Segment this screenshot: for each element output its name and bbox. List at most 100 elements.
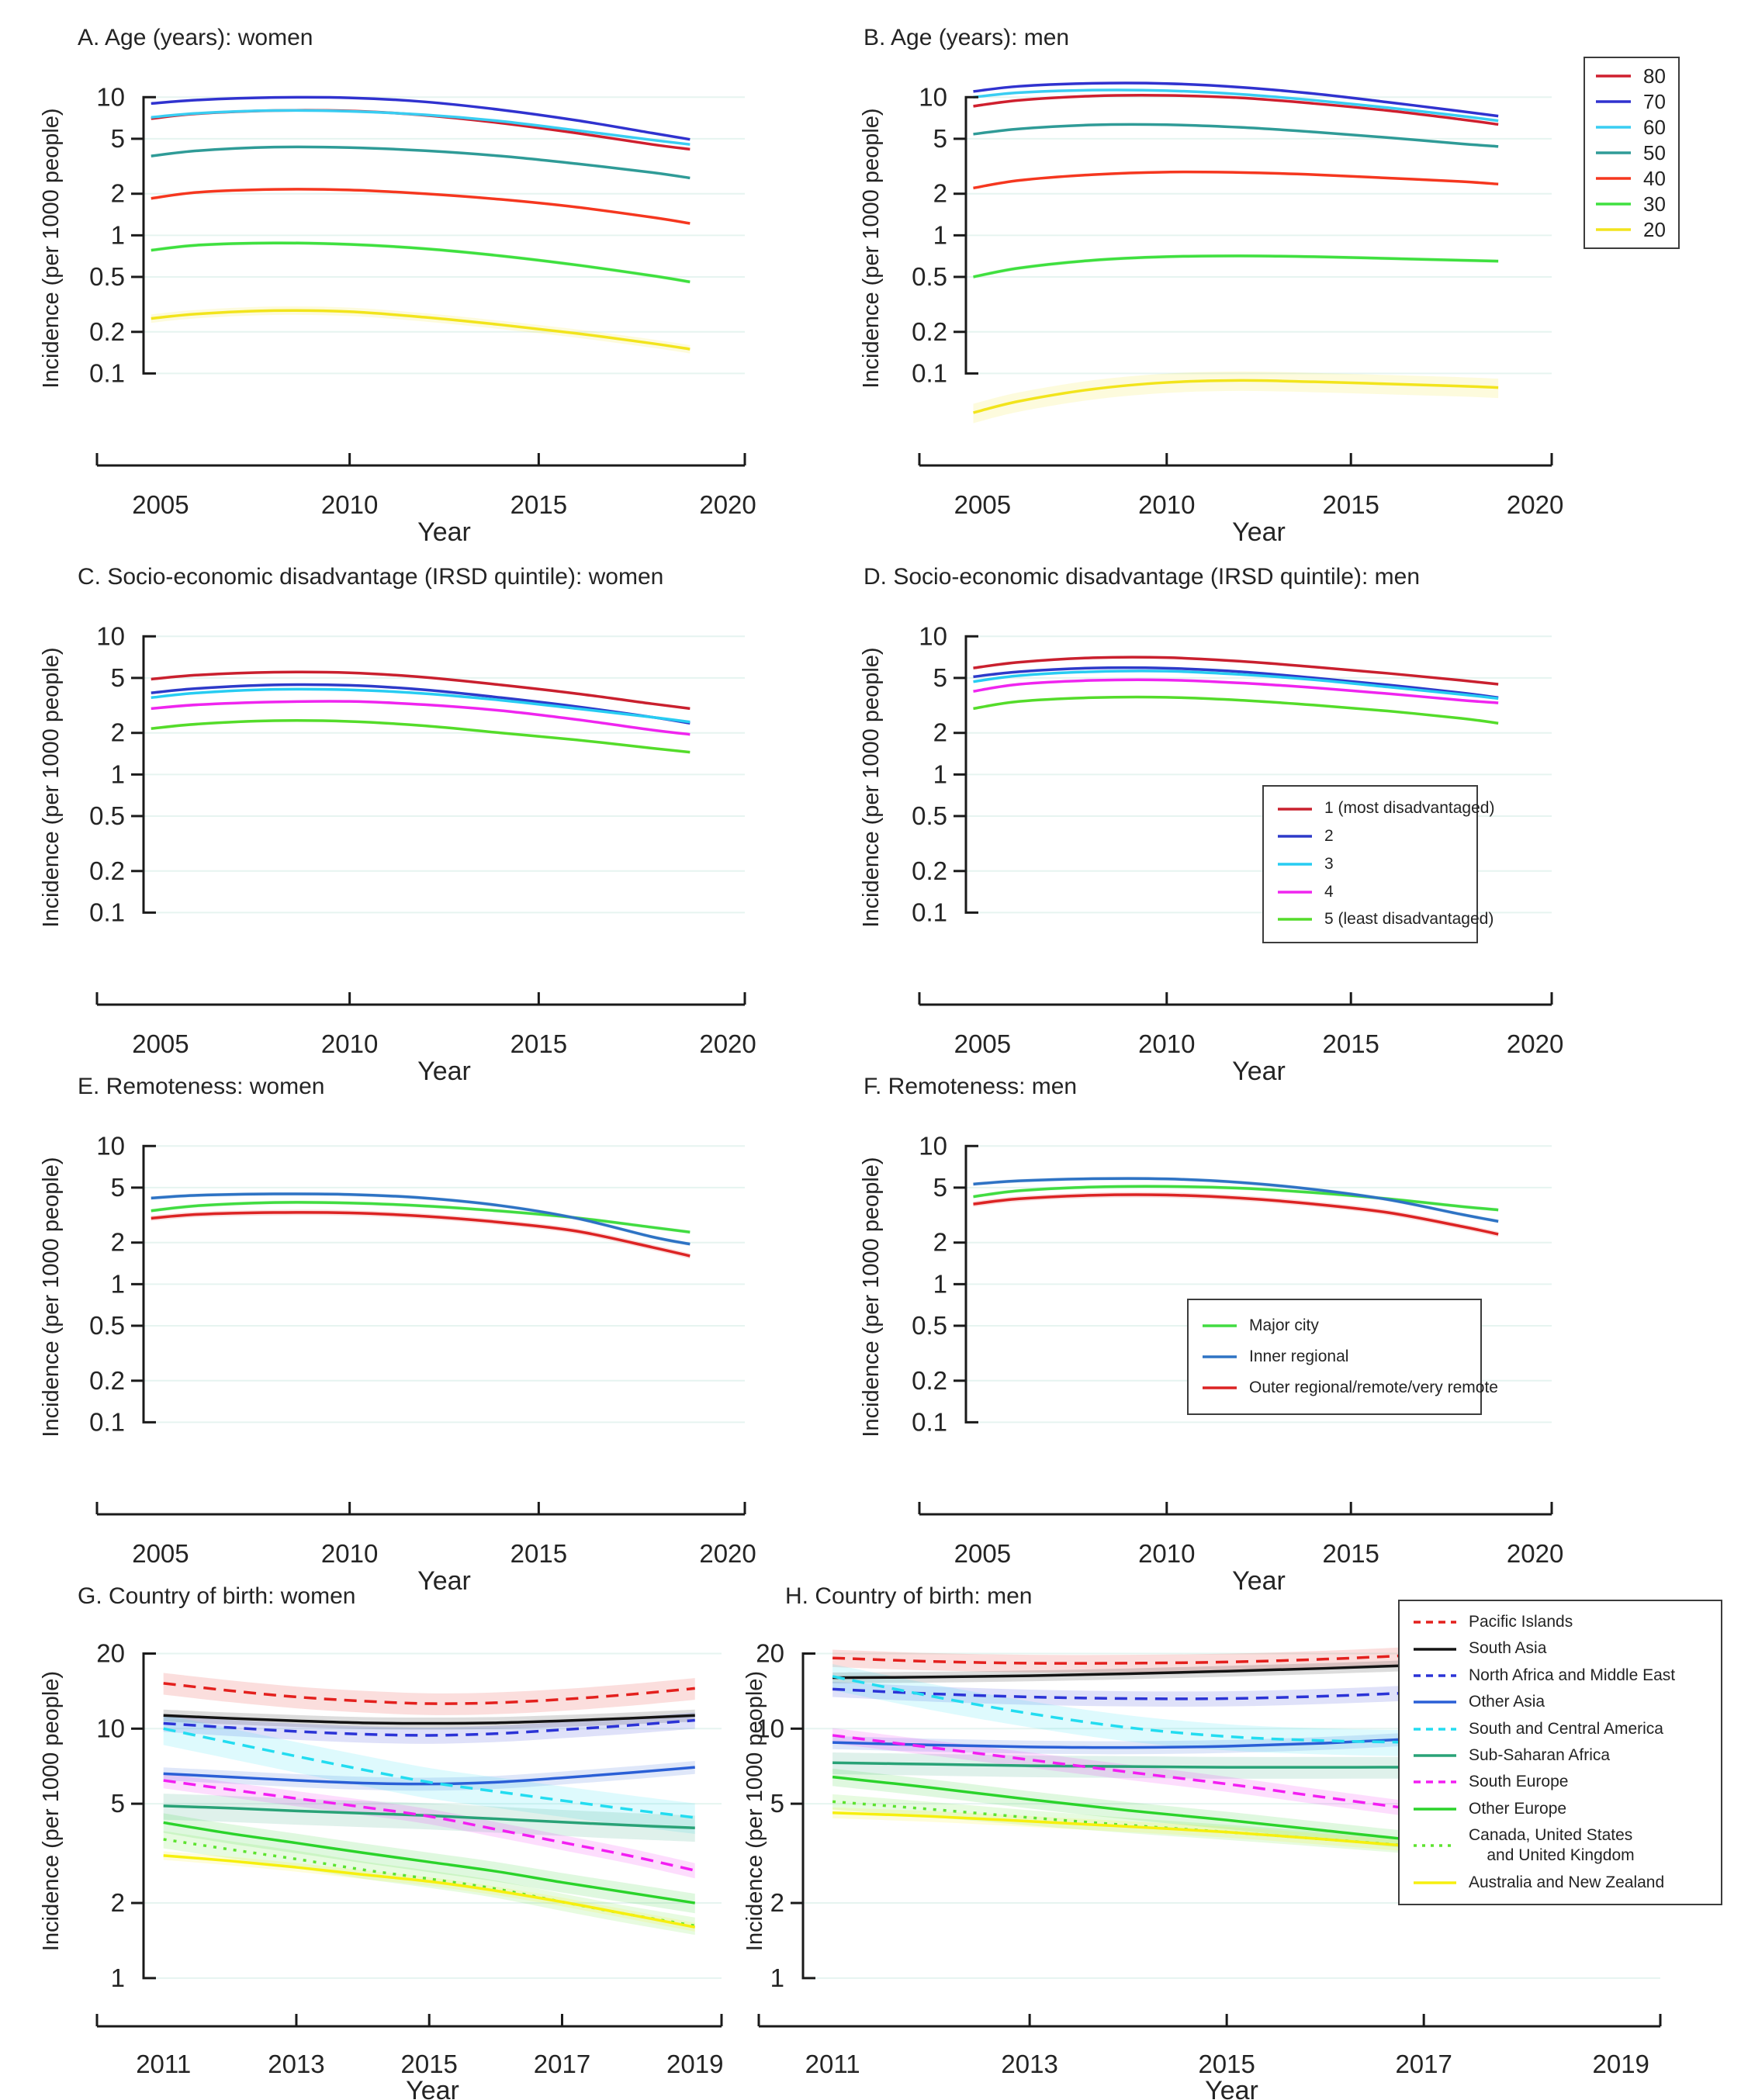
- series-inner-regional: [973, 1177, 1499, 1223]
- band-north-africa-and-middle-east: [163, 1712, 695, 1744]
- series-20: [973, 379, 1499, 414]
- series-north-africa-and-middle-east: [163, 1718, 695, 1737]
- y-axis-label: Incidence (per 1000 people): [39, 1157, 64, 1437]
- panel-title: H. Country of birth: men: [785, 1583, 1032, 1609]
- panel-age-women: 10 5 2 1 0.5 0.2 0.1 2005 2010 2015 2020 A. Age (ye…: [23, 0, 842, 543]
- legend-swatch-solid-line: [1414, 1754, 1456, 1757]
- legend-swatch-dashed-line: [1414, 1780, 1456, 1784]
- legend-swatch-solid-line: [1278, 863, 1312, 866]
- y-tick-label: 0.1: [89, 898, 125, 926]
- y-tick-label: 0.5: [912, 1311, 947, 1340]
- legend-label: 60: [1643, 115, 1666, 139]
- band-south-and-central-america: [163, 1714, 695, 1835]
- gridlines: [144, 1145, 745, 1424]
- x-tick-label: 2019: [666, 2050, 723, 2078]
- legend-label: Outer regional/remote/very remote: [1249, 1378, 1498, 1396]
- legend-item-inner-regional: Inner regional: [1203, 1347, 1480, 1367]
- y-tick-label: 10: [919, 1131, 947, 1160]
- legend-swatch-dashed-line: [1414, 1674, 1456, 1677]
- x-axis: 2005 2010 2015 2020: [95, 1502, 756, 1568]
- series-70: [151, 95, 691, 141]
- y-tick-label: 2: [933, 1228, 947, 1257]
- series-other-europe: [163, 1821, 696, 1905]
- series-80: [973, 94, 1499, 126]
- gridlines: [966, 1145, 1552, 1424]
- y-tick-label: 0.1: [89, 1407, 125, 1436]
- legend-label: South and Central America: [1469, 1719, 1663, 1738]
- panel-remoteness-women: 10 5 2 1 0.5 0.2 0.1 2005 2010 2015 2020 E. Remoten…: [23, 1049, 842, 1592]
- series-north-africa-and-middle-east: [832, 1680, 1622, 1700]
- x-tick-label: 2005: [132, 1029, 189, 1058]
- x-tick-label: 2020: [1507, 1029, 1563, 1058]
- legend-item-1-most-disadvantaged: 1 (most disadvantaged): [1278, 798, 1494, 818]
- band-canada-united-states-and-united-kingdom: [163, 1831, 695, 1936]
- panel-title: D. Socio-economic disadvantage (IRSD qui…: [864, 564, 1420, 590]
- y-tick-label: 5: [933, 1173, 947, 1202]
- series-60: [151, 109, 691, 146]
- series-50: [151, 145, 691, 180]
- y-axis-label: Incidence (per 1000 people): [39, 1671, 64, 1951]
- series-major-city: [151, 1201, 691, 1234]
- y-tick-label: 2: [111, 1228, 125, 1257]
- chart-c: 10 5 2 1 0.5 0.2 0.1 2005 2010 2015 2020 C. Socio-e…: [39, 564, 756, 1082]
- x-axis-label: Year: [1232, 517, 1286, 543]
- legend-item-outer-regional-remote-very-remote: Outer regional/remote/very remote: [1203, 1378, 1498, 1398]
- legend-label: North Africa and Middle East: [1469, 1666, 1676, 1684]
- series-5-least-disadvantaged: [973, 695, 1499, 725]
- series-60: [973, 88, 1499, 123]
- x-tick-label: 2020: [1507, 490, 1563, 519]
- y-axis: 10 5 2 1 0.5 0.2 0.1: [89, 82, 156, 387]
- x-axis: 2005 2010 2015 2020: [95, 992, 756, 1058]
- series-lines: [973, 81, 1499, 414]
- legend-country-of-birth: Pacific Islands South Asia North Africa an…: [1398, 1600, 1722, 1905]
- y-tick-label: 2: [933, 179, 947, 208]
- legend-swatch-solid-line: [1596, 151, 1631, 154]
- y-tick-label: 5: [770, 1789, 784, 1818]
- x-axis: 2005 2010 2015 2020: [918, 992, 1563, 1058]
- y-axis-label: Incidence (per 1000 people): [39, 647, 64, 927]
- series-south-asia: [163, 1714, 695, 1725]
- series-lines: [151, 95, 691, 351]
- legend-swatch-solid-line: [1414, 1880, 1456, 1884]
- y-tick-label: 10: [919, 82, 947, 111]
- y-axis: 10 5 2 1 0.5 0.2 0.1: [912, 82, 978, 387]
- chart-a: 10 5 2 1 0.5 0.2 0.1 2005 2010 2015 2020 A. Age (ye…: [39, 25, 756, 543]
- x-tick-label: 2019: [1592, 2050, 1649, 2078]
- y-tick-label: 5: [111, 1173, 125, 1202]
- y-tick-label: 5: [933, 663, 947, 692]
- x-tick-label: 2010: [1138, 1539, 1195, 1568]
- series-4: [973, 678, 1499, 704]
- y-tick-label: 0.5: [912, 801, 947, 830]
- legend-swatch-solid-line: [1278, 918, 1312, 922]
- legend-item-20: 20: [1596, 217, 1678, 243]
- y-axis: 10 5 2 1 0.5 0.2 0.1: [89, 1131, 156, 1436]
- panel-age-men: 10 5 2 1 0.5 0.2 0.1 2005 2010 2015 2020 B. Age (ye…: [857, 0, 1590, 543]
- y-tick-label: 1: [770, 1963, 784, 1992]
- y-tick-label: 0.1: [912, 358, 947, 387]
- x-tick-label: 2005: [132, 1539, 189, 1568]
- series-pacific-islands: [832, 1642, 1622, 1665]
- x-tick-label: 2005: [954, 1539, 1011, 1568]
- panel-title: B. Age (years): men: [864, 25, 1069, 50]
- x-tick-label: 2015: [401, 2050, 458, 2078]
- y-tick-label: 20: [756, 1639, 784, 1668]
- y-tick-label: 10: [96, 621, 125, 650]
- legend-item-50: 50: [1596, 140, 1678, 166]
- legend-irsd-quintiles: 1 (most disadvantaged) 2 3 4 5 (least disadv…: [1262, 785, 1494, 943]
- panel-title: G. Country of birth: women: [78, 1583, 355, 1609]
- y-tick-label: 5: [111, 663, 125, 692]
- legend-swatch-solid-line: [1203, 1324, 1237, 1327]
- gridlines: [144, 96, 745, 375]
- x-axis: 2005 2010 2015 2020: [95, 453, 756, 519]
- series-lines: [151, 1192, 691, 1258]
- legend-swatch-solid-line: [1278, 835, 1312, 839]
- series-south-europe: [832, 1734, 1622, 1837]
- legend-label: 5 (least disadvantaged): [1324, 910, 1494, 929]
- series-south-and-central-america: [163, 1727, 695, 1819]
- legend-label: Pacific Islands: [1469, 1613, 1573, 1631]
- y-tick-label: 0.2: [89, 1366, 125, 1395]
- y-axis-label: Incidence (per 1000 people): [859, 647, 884, 927]
- y-tick-label: 0.5: [89, 262, 125, 291]
- y-tick-label: 10: [756, 1714, 784, 1742]
- y-tick-label: 1: [933, 1269, 947, 1298]
